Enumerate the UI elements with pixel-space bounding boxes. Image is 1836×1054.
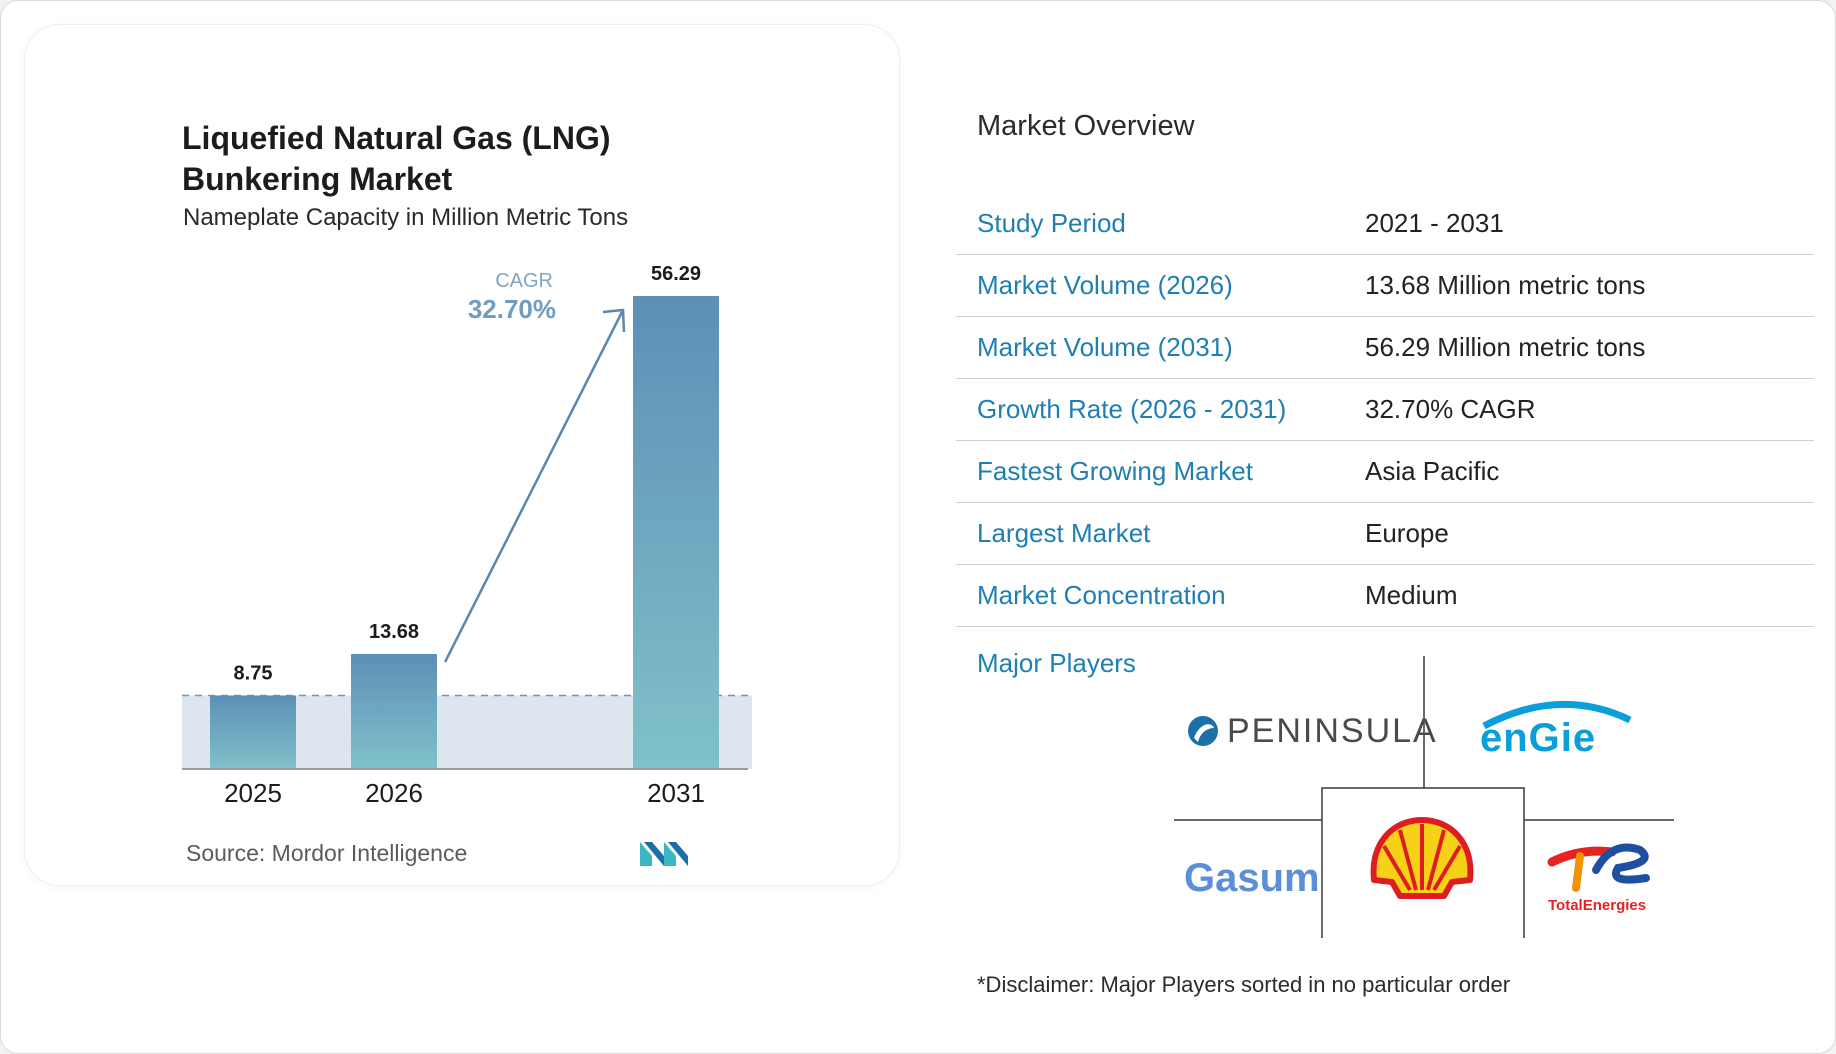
table-row: Fastest Growing Market Asia Pacific: [956, 441, 1814, 503]
engie-logo-arc: [1482, 700, 1632, 730]
source-text: Source: Mordor Intelligence: [186, 840, 468, 866]
row-value: Europe: [1365, 518, 1449, 548]
table-row: Market Volume (2031) 56.29 Million metri…: [956, 317, 1814, 379]
row-label: Largest Market: [977, 518, 1151, 548]
row-label: Study Period: [977, 208, 1126, 238]
chart-subtitle: Nameplate Capacity in Million Metric Ton…: [183, 204, 629, 231]
peninsula-logo-mark: [1188, 716, 1218, 746]
row-value: Medium: [1365, 580, 1458, 610]
bar-value-label: 56.29: [651, 263, 701, 285]
x-tick-label: 2031: [647, 778, 705, 808]
gasum-logo: Gasum: [1184, 856, 1320, 900]
table-row: Growth Rate (2026 - 2031) 32.70% CAGR: [956, 379, 1814, 441]
major-players-label: Major Players: [977, 648, 1136, 678]
player-grid-lines: [1174, 656, 1674, 938]
row-label: Market Concentration: [977, 580, 1226, 610]
x-tick-label: 2025: [224, 778, 282, 808]
row-label: Market Volume (2026): [977, 270, 1233, 300]
bar-2025: [210, 695, 296, 769]
table-row: Market Volume (2026) 13.68 Million metri…: [956, 255, 1814, 317]
bar-value-label: 13.68: [369, 621, 419, 643]
x-tick-label: 2026: [365, 778, 423, 808]
cagr-label: CAGR: [495, 270, 553, 292]
peninsula-wordmark: PENINSULA: [1227, 712, 1438, 750]
cagr-value: 32.70%: [468, 294, 556, 324]
cagr-arrow: [443, 309, 625, 663]
table-row: Largest Market Europe: [956, 503, 1814, 565]
row-value: 56.29 Million metric tons: [1365, 332, 1646, 362]
row-label: Market Volume (2031): [977, 332, 1233, 362]
bar-2026: [351, 654, 437, 769]
row-label: Growth Rate (2026 - 2031): [977, 394, 1287, 424]
totalenergies-logo: TotalEnergies: [1548, 897, 1647, 914]
shell-logo: [1370, 817, 1474, 899]
bar-2031: [633, 296, 719, 769]
engie-logo: enGie: [1480, 716, 1597, 760]
row-value: 32.70% CAGR: [1365, 394, 1536, 424]
cagr-arrow-head: [602, 308, 626, 333]
table-row: Study Period 2021 - 2031: [956, 193, 1814, 255]
bar-value-label: 8.75: [234, 662, 273, 684]
disclaimer: *Disclaimer: Major Players sorted in no …: [977, 972, 1511, 997]
totalenergies-logo-mark: [1547, 843, 1650, 892]
table-row: Market Concentration Medium: [956, 565, 1814, 627]
mordor-intelligence-logo: [640, 842, 688, 866]
market-overview-title: Market Overview: [977, 110, 1195, 142]
row-value: 13.68 Million metric tons: [1365, 270, 1646, 300]
market-overview-table: Study Period 2021 - 2031 Market Volume (…: [956, 193, 1814, 627]
row-value: 2021 - 2031: [1365, 208, 1504, 238]
row-label: Fastest Growing Market: [977, 456, 1253, 486]
row-value: Asia Pacific: [1365, 456, 1500, 486]
chart-title: Liquefied Natural Gas (LNG) Bunkering Ma…: [182, 120, 611, 197]
